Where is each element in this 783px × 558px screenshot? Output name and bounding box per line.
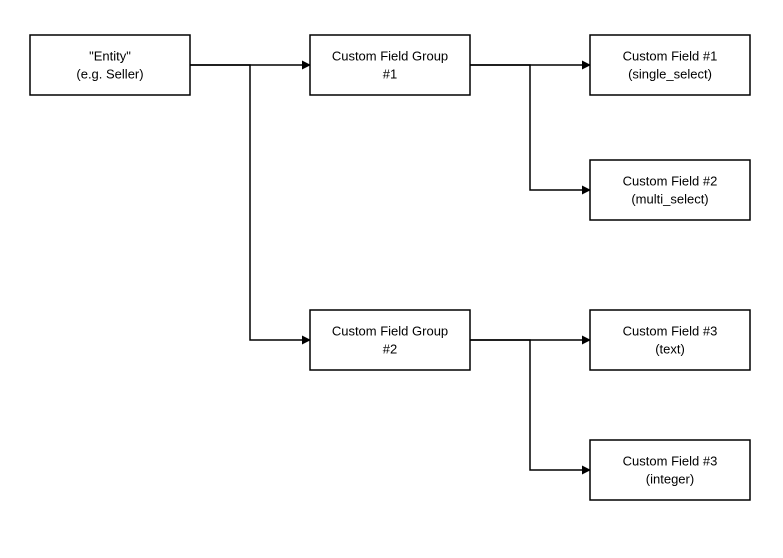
node-field2-box — [590, 160, 750, 220]
node-group2-line2: #2 — [383, 341, 397, 356]
node-entity: "Entity" (e.g. Seller) — [30, 35, 190, 95]
node-group2-box — [310, 310, 470, 370]
node-group2-line1: Custom Field Group — [332, 323, 448, 338]
node-group1-line2: #1 — [383, 66, 397, 81]
node-field1-line1: Custom Field #1 — [623, 48, 718, 63]
node-field4: Custom Field #3 (integer) — [590, 440, 750, 500]
node-group2: Custom Field Group #2 — [310, 310, 470, 370]
node-field4-line2: (integer) — [646, 471, 694, 486]
node-field2-line2: (multi_select) — [631, 191, 708, 206]
node-entity-line2: (e.g. Seller) — [76, 66, 143, 81]
node-field3-box — [590, 310, 750, 370]
node-group1-line1: Custom Field Group — [332, 48, 448, 63]
node-field4-box — [590, 440, 750, 500]
node-field1-line2: (single_select) — [628, 66, 712, 81]
edge — [470, 340, 590, 470]
node-entity-line1: "Entity" — [89, 48, 131, 63]
node-entity-box — [30, 35, 190, 95]
edge — [470, 65, 590, 190]
node-field2-line1: Custom Field #2 — [623, 173, 718, 188]
node-field3: Custom Field #3 (text) — [590, 310, 750, 370]
node-field3-line1: Custom Field #3 — [623, 323, 718, 338]
node-field1: Custom Field #1 (single_select) — [590, 35, 750, 95]
node-field3-line2: (text) — [655, 341, 685, 356]
node-group1-box — [310, 35, 470, 95]
edges-layer — [190, 65, 590, 470]
edge — [190, 65, 310, 340]
node-group1: Custom Field Group #1 — [310, 35, 470, 95]
diagram-canvas: "Entity" (e.g. Seller) Custom Field Grou… — [0, 0, 783, 558]
node-field2: Custom Field #2 (multi_select) — [590, 160, 750, 220]
node-field1-box — [590, 35, 750, 95]
node-field4-line1: Custom Field #3 — [623, 453, 718, 468]
